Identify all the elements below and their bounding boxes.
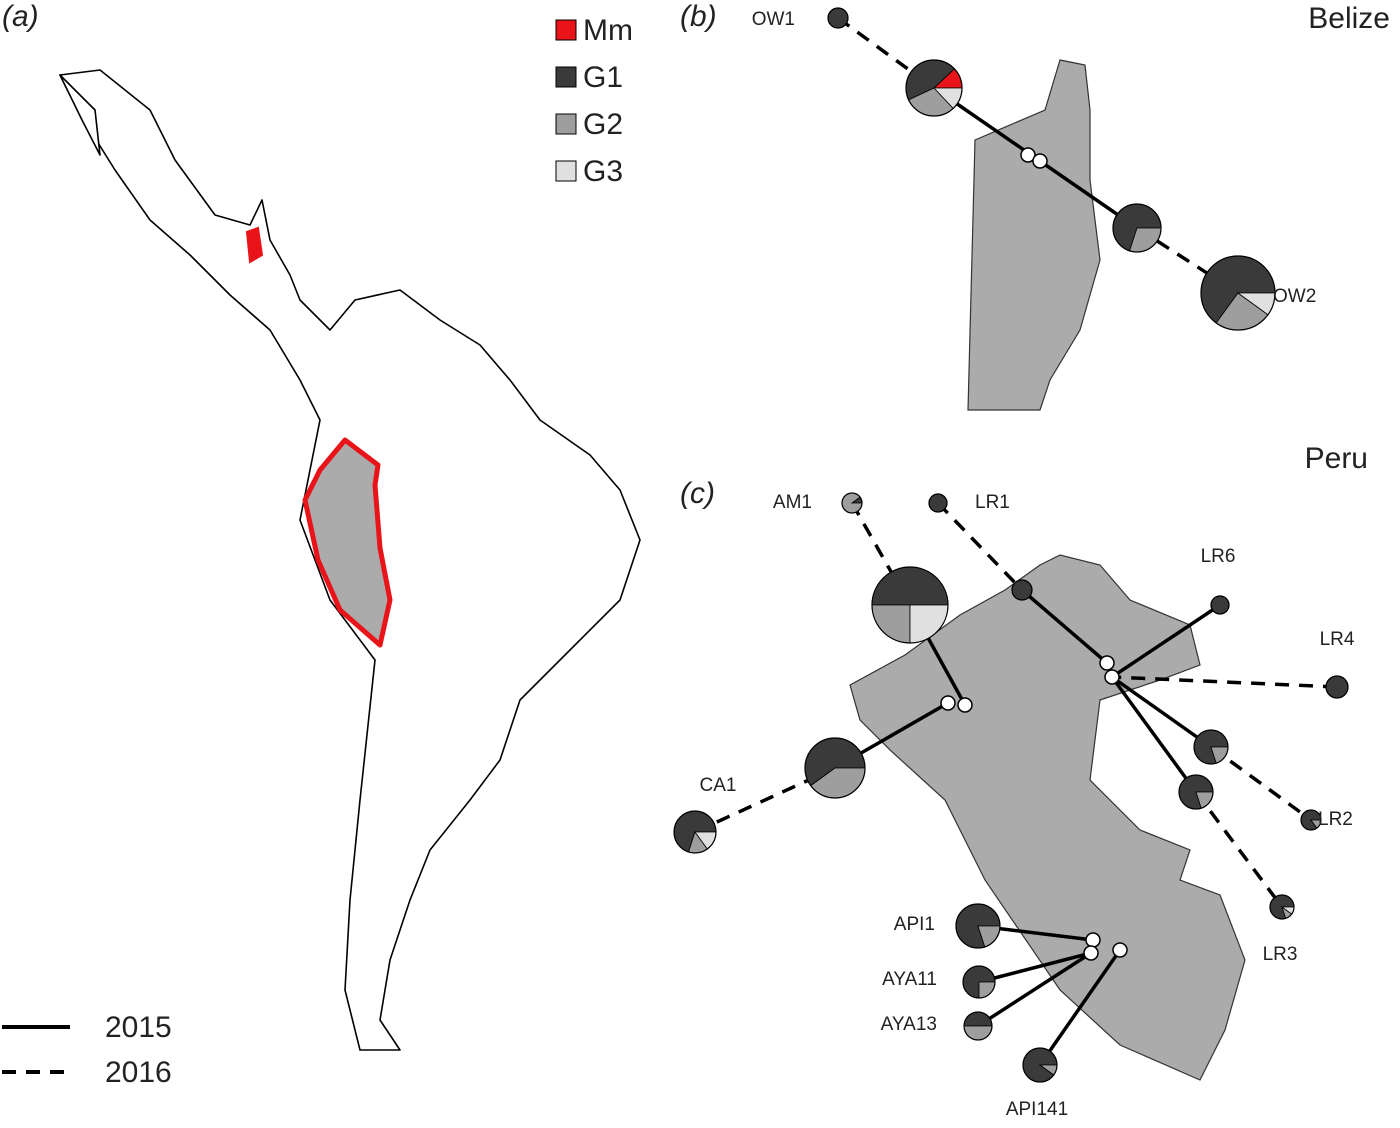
panel-label: (a) [2,0,39,33]
legend-label: G3 [583,155,623,188]
region-label: Belize [1308,2,1390,35]
sample-point [1099,655,1115,671]
sample-point [1020,147,1036,163]
legend-swatch [555,160,577,182]
sample-point [940,695,956,711]
connection [978,951,1092,984]
pie-outline [962,965,996,999]
legend-label: Mm [583,14,633,47]
legend-swatch [555,19,577,41]
legend-label: 2016 [105,1056,172,1089]
region-label: Peru [1305,442,1368,475]
site-label: CA1 [700,775,737,796]
baja [59,74,101,156]
site-label: LR6 [1201,546,1236,567]
pie-outline [1011,579,1033,601]
connection [1038,949,1122,1066]
panel-label: (c) [680,477,715,510]
site-label: OW2 [1273,286,1316,307]
pie-outline [1193,729,1229,765]
connection [1111,603,1221,679]
pie-outline [928,493,948,513]
legend-label: G1 [583,61,623,94]
connection [1194,790,1284,909]
pie-outline [955,903,1001,949]
pie-outline [1325,675,1349,699]
site-label: LR2 [1318,809,1353,830]
site-label: AYA13 [881,1014,937,1035]
pie-outline [827,7,849,29]
connection [1111,675,1338,689]
connection [1209,745,1313,822]
pie-outline [963,1011,993,1041]
pie-outline [1022,1047,1058,1083]
connection [1020,588,1109,665]
sample-point [957,697,973,713]
sample-point [1104,669,1120,685]
site-label: LR4 [1320,629,1355,650]
sample-point [1085,932,1101,948]
pie-outline [804,737,866,799]
pie-outline [905,59,963,117]
pie-slice [871,566,949,606]
peru-highlight [302,437,393,648]
pie-outline [841,492,863,514]
legend-swatch [555,113,577,135]
site-label: OW1 [752,9,795,30]
sample-point [1032,153,1048,169]
pie-outline [1300,809,1322,831]
pie-outline [871,566,949,644]
pie-outline [1210,595,1230,615]
peru-map [849,554,1246,1081]
site-label: AM1 [773,492,812,513]
legend-label: 2015 [105,1011,172,1044]
connection [1110,675,1213,749]
site-label: API1 [894,914,935,935]
pie-outline [673,810,717,854]
connection [977,951,1092,1028]
site-label: API141 [1006,1099,1068,1120]
pie-slice [963,1025,993,1041]
site-label: LR3 [1263,944,1298,965]
site-label: LR1 [975,492,1010,513]
connection [936,501,1024,592]
pie-outline [1269,894,1295,920]
panel-label: (b) [680,0,717,33]
belize-highlight [245,226,264,264]
pie-slice [963,1011,993,1027]
sample-point [1112,942,1128,958]
pie-outline [1178,774,1214,810]
site-label: AYA11 [882,969,937,990]
legend-label: G2 [583,108,623,141]
connection [1110,675,1198,794]
pie-outline [1200,255,1276,331]
belize-map [967,59,1101,411]
sample-point [1083,945,1099,961]
legend-swatch [555,66,577,88]
map-latin-america [59,69,641,1051]
pie-outline [1112,203,1162,253]
